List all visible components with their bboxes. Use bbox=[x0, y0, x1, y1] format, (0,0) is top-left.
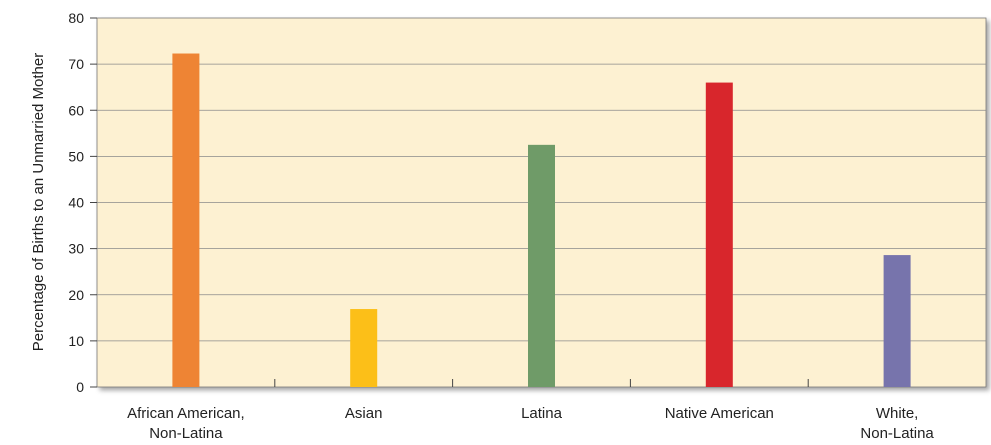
x-tick-label: Non-Latina bbox=[149, 425, 223, 442]
y-tick-label: 60 bbox=[68, 102, 84, 118]
x-tick-label: White, bbox=[876, 405, 919, 422]
bar bbox=[705, 82, 733, 387]
x-tick-label: Latina bbox=[521, 405, 563, 422]
y-tick-label: 10 bbox=[68, 333, 84, 349]
x-tick-label: Native American bbox=[665, 405, 774, 422]
y-tick-label: 30 bbox=[68, 241, 84, 257]
y-axis-title: Percentage of Births to an Unmarried Mot… bbox=[30, 53, 47, 351]
x-tick-label: African American, bbox=[127, 405, 245, 422]
y-tick-labels: 0 10 20 30 40 50 60 70 80 bbox=[68, 10, 84, 395]
bars bbox=[172, 53, 911, 388]
bar bbox=[350, 309, 378, 387]
bar bbox=[528, 144, 555, 387]
bar bbox=[883, 255, 911, 387]
x-tick-label: Asian bbox=[345, 405, 383, 422]
y-tick-label: 50 bbox=[68, 148, 84, 164]
x-tick-label: Non-Latina bbox=[860, 425, 934, 442]
y-tick-label: 80 bbox=[68, 10, 84, 26]
y-tick-label: 0 bbox=[76, 379, 84, 395]
y-tick-label: 20 bbox=[68, 287, 84, 303]
x-tick-labels: African American, Non-Latina Asian Latina Na… bbox=[127, 405, 934, 442]
y-tick-label: 40 bbox=[68, 195, 84, 211]
y-tick-label: 70 bbox=[68, 56, 84, 72]
bar bbox=[172, 53, 200, 388]
axes bbox=[90, 17, 809, 388]
